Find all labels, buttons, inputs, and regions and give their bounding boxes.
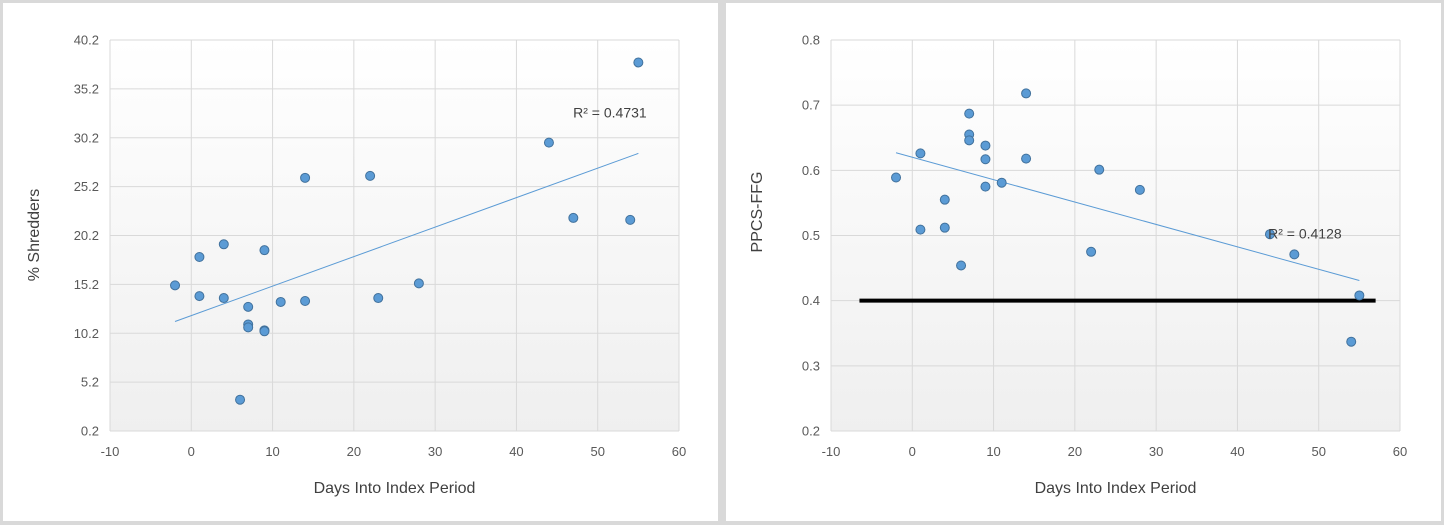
data-point: [1021, 88, 1032, 99]
data-point: [964, 135, 975, 146]
data-point: [1264, 229, 1275, 240]
data-point: [996, 177, 1007, 188]
y-tick-label: 35.2: [74, 81, 99, 96]
y-tick-label: 0.2: [802, 424, 820, 439]
x-tick-label: 10: [986, 444, 1000, 459]
data-point: [939, 194, 950, 205]
data-point: [568, 212, 579, 223]
x-tick-label: 20: [347, 444, 361, 459]
scatter-chart-shredders: -10 0 10 20 30 40 50 60 0.2 5.2 10.2 15.2 20.2 25.2 30…: [26, 33, 686, 498]
data-point: [980, 140, 991, 151]
y-tick-label: 15.2: [74, 277, 99, 292]
data-point: [300, 172, 311, 183]
x-tick-label: -10: [822, 444, 841, 459]
y-tick-label: 5.2: [81, 375, 99, 390]
data-point: [915, 224, 926, 235]
x-tick-label: 60: [1393, 444, 1407, 459]
x-tick-label: 30: [1149, 444, 1163, 459]
data-point: [625, 214, 636, 225]
data-point: [1289, 249, 1300, 260]
y-tick-label: 20.2: [74, 228, 99, 243]
data-point: [300, 295, 311, 306]
data-point: [1134, 184, 1145, 195]
y-tick-label: 30.2: [74, 130, 99, 145]
chart-panel-ppcs-ffg: -10 0 10 20 30 40 50 60 0.2 0.3 0.4 0.5 0.6 0.7 0.8 Day…: [726, 3, 1441, 521]
data-point: [170, 280, 181, 291]
x-tick-label: 40: [509, 444, 523, 459]
y-axis-title: PPCS-FFG: [749, 172, 766, 253]
r-squared-label: R² = 0.4731: [573, 104, 647, 120]
data-point: [980, 154, 991, 165]
data-point: [218, 293, 229, 304]
y-tick-label: 0.7: [802, 98, 820, 113]
data-point: [243, 301, 254, 312]
data-point: [1354, 290, 1365, 301]
x-tick-label: -10: [101, 444, 120, 459]
y-tick-label: 25.2: [74, 179, 99, 194]
x-tick-label: 50: [590, 444, 604, 459]
trendline: [895, 152, 1360, 281]
y-tick-label: 0.6: [802, 163, 820, 178]
y-axis-title: % Shredders: [26, 189, 43, 282]
y-tick-label: 0.5: [802, 228, 820, 243]
data-point: [365, 170, 376, 181]
data-point: [235, 394, 246, 405]
data-point: [194, 252, 205, 263]
x-axis-title: Days Into Index Period: [1035, 480, 1197, 497]
x-tick-label: 40: [1230, 444, 1244, 459]
y-tick-label: 0.3: [802, 358, 820, 373]
data-point: [1086, 246, 1097, 257]
y-tick-label: 40.2: [74, 33, 99, 48]
chart-panel-shredders: -10 0 10 20 30 40 50 60 0.2 5.2 10.2 15.2 20.2 25.2 30…: [3, 3, 718, 521]
data-point: [413, 278, 424, 289]
data-point: [259, 326, 270, 337]
y-tick-label: 10.2: [74, 326, 99, 341]
data-point: [259, 245, 270, 256]
data-point: [980, 181, 991, 192]
data-point: [275, 296, 286, 307]
data-point: [373, 293, 384, 304]
data-point: [964, 108, 975, 119]
x-axis-title: Days Into Index Period: [314, 480, 476, 497]
data-point: [956, 260, 967, 271]
x-tick-label: 0: [909, 444, 916, 459]
data-point: [218, 239, 229, 250]
x-tick-label: 0: [188, 444, 195, 459]
data-point: [543, 137, 554, 148]
x-tick-label: 20: [1068, 444, 1082, 459]
data-point: [1346, 336, 1357, 347]
y-tick-label: 0.2: [81, 424, 99, 439]
x-tick-label: 10: [265, 444, 279, 459]
data-point: [243, 322, 254, 333]
y-tick-label: 0.8: [802, 33, 820, 48]
r-squared-label: R² = 0.4128: [1268, 226, 1342, 242]
y-tick-label: 0.4: [802, 293, 820, 308]
data-point: [1094, 164, 1105, 175]
data-point: [194, 291, 205, 302]
data-point: [939, 222, 950, 233]
x-tick-label: 60: [672, 444, 686, 459]
data-point: [915, 148, 926, 159]
data-point: [633, 57, 644, 68]
x-tick-label: 30: [428, 444, 442, 459]
data-point: [1021, 153, 1032, 164]
data-point: [891, 172, 902, 183]
trendline: [174, 152, 639, 322]
scatter-chart-ppcs-ffg: -10 0 10 20 30 40 50 60 0.2 0.3 0.4 0.5 0.6 0.7 0.8 Day…: [749, 33, 1407, 498]
x-tick-label: 50: [1311, 444, 1325, 459]
